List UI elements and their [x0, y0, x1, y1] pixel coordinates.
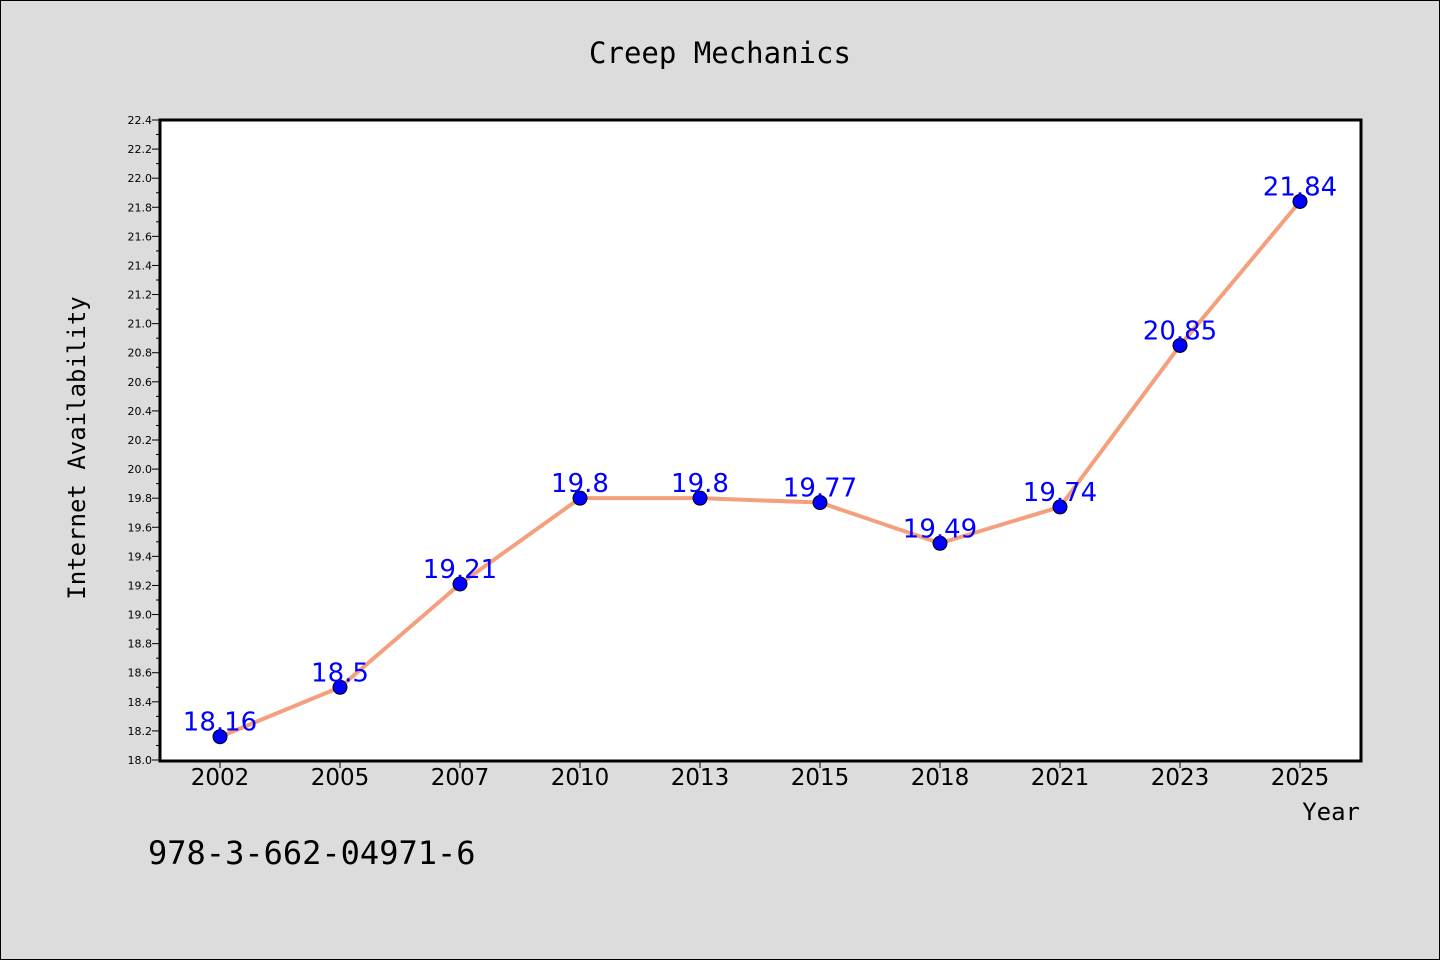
- data-label: 18.16: [183, 708, 257, 738]
- y-tick-label: 20.8: [128, 347, 153, 360]
- data-label: 19.74: [1023, 478, 1097, 508]
- y-tick-label: 19.4: [128, 550, 153, 563]
- y-tick-label: 21.8: [128, 201, 153, 214]
- data-label: 19.8: [551, 469, 609, 499]
- y-tick-label: 21.2: [128, 289, 153, 302]
- y-tick-label: 18.4: [128, 696, 153, 709]
- x-tick-label: 2018: [911, 765, 970, 791]
- y-tick-label: 19.8: [128, 492, 153, 505]
- y-tick-label: 20.2: [128, 434, 153, 447]
- y-tick-label: 18.8: [128, 638, 153, 651]
- y-tick-label: 21.6: [128, 230, 153, 243]
- data-point: [452, 576, 468, 592]
- series-line: [219, 200, 1302, 739]
- y-tick-label: 20.6: [128, 376, 153, 389]
- chart-title: Creep Mechanics: [589, 36, 851, 70]
- data-label: 19.49: [903, 514, 977, 544]
- data-point: [692, 490, 708, 506]
- y-tick-label: 22.0: [128, 172, 153, 185]
- y-tick-label: 19.6: [128, 521, 153, 534]
- data-point: [332, 679, 348, 695]
- x-tick-label: 2010: [551, 765, 610, 791]
- data-label: 21.84: [1263, 172, 1337, 202]
- data-point: [1292, 193, 1308, 209]
- x-tick-label: 2002: [191, 765, 250, 791]
- y-tick-label: 18.0: [128, 754, 153, 767]
- x-tick-label: 2021: [1031, 765, 1090, 791]
- x-axis-ticks: 2002 2005 2007 2010 2013 2015 2018 2021 2023 2025: [191, 760, 1330, 791]
- x-tick-label: 2023: [1151, 765, 1210, 791]
- data-point: [1052, 499, 1068, 515]
- y-tick-label: 21.0: [128, 318, 153, 331]
- y-axis-label: Internet Availability: [63, 296, 91, 599]
- x-axis-label: Year: [1302, 798, 1360, 826]
- y-tick-label: 20.0: [128, 463, 153, 476]
- x-tick-label: 2013: [671, 765, 730, 791]
- y-tick-label: 19.0: [128, 609, 153, 622]
- y-tick-label: 18.6: [128, 667, 153, 680]
- data-point: [212, 729, 228, 745]
- y-axis-ticks: 18.0 18.2 18.4 18.6 18.8 19.0 19.2 19.4 19.6 19.8…: [128, 114, 160, 767]
- y-tick-label: 22.4: [128, 114, 153, 127]
- y-tick-label: 19.2: [128, 579, 153, 592]
- data-label: 20.85: [1143, 316, 1217, 346]
- plot-area: [158, 118, 1363, 763]
- series-group: 18.16 18.5 19.21 19.8 19.8 19.77 19.49 19.74 20.…: [183, 172, 1337, 745]
- data-label: 18.5: [311, 658, 369, 688]
- y-tick-label: 18.2: [128, 725, 153, 738]
- data-point: [572, 490, 588, 506]
- data-point: [1172, 337, 1188, 353]
- data-label: 19.8: [671, 469, 729, 499]
- data-point: [812, 495, 828, 511]
- y-tick-label: 20.4: [128, 405, 153, 418]
- data-label: 19.21: [423, 555, 497, 585]
- data-point: [932, 535, 948, 551]
- y-tick-label: 22.2: [128, 143, 153, 156]
- x-tick-label: 2015: [791, 765, 850, 791]
- x-tick-label: 2005: [311, 765, 370, 791]
- data-label: 19.77: [783, 474, 857, 504]
- x-tick-label: 2025: [1271, 765, 1330, 791]
- isbn-annotation: 978-3-662-04971-6: [148, 834, 476, 872]
- y-tick-label: 21.4: [128, 259, 153, 272]
- x-tick-label: 2007: [431, 765, 490, 791]
